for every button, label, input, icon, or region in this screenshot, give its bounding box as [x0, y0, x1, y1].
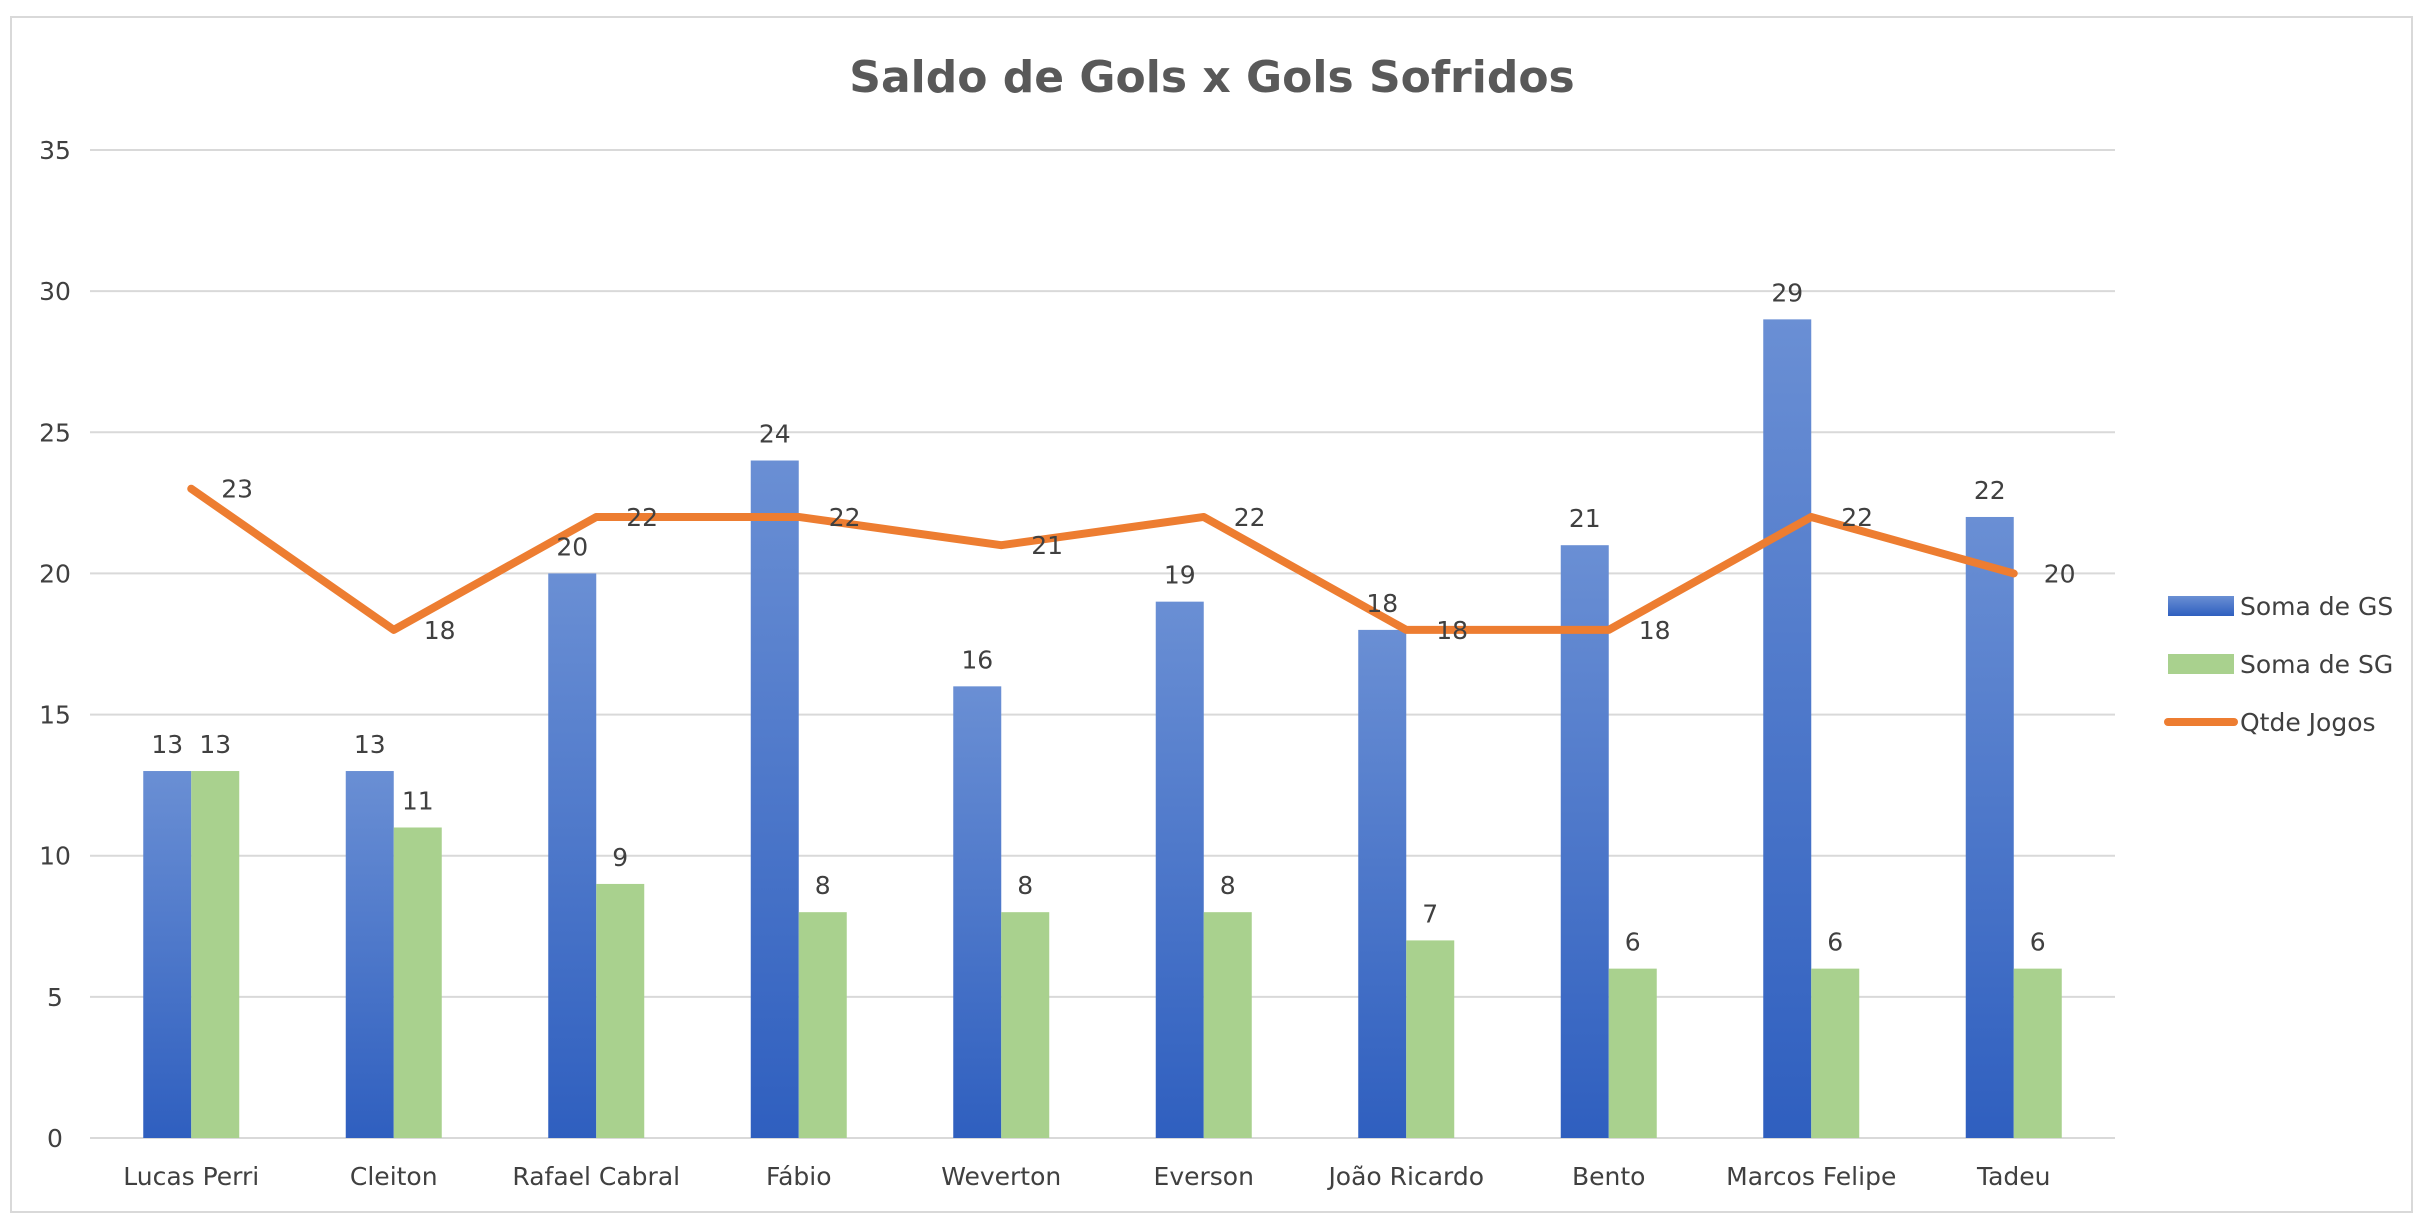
line-data-label: 23 — [221, 475, 253, 504]
bar-soma-de-sg — [1406, 940, 1455, 1138]
legend-label: Soma de SG — [2240, 650, 2393, 679]
bar-soma-de-gs — [1560, 545, 1609, 1138]
x-tick-label: Cleiton — [350, 1162, 438, 1191]
legend-swatch — [2168, 654, 2234, 674]
line-data-label: 22 — [1841, 503, 1873, 532]
bar-soma-de-sg — [1001, 912, 1050, 1138]
data-label: 6 — [1625, 928, 1641, 957]
data-label: 16 — [961, 645, 993, 674]
data-label: 24 — [759, 420, 791, 449]
y-tick-label: 5 — [47, 983, 63, 1012]
legend-label: Qtde Jogos — [2240, 708, 2376, 737]
line-data-label: 18 — [1436, 616, 1468, 645]
line-qtde-jogos — [187, 484, 2018, 634]
bar-soma-de-sg — [1608, 968, 1657, 1138]
data-label: 21 — [1569, 504, 1601, 533]
bar-soma-de-gs — [1358, 629, 1407, 1138]
legend: Soma de GS Soma de SG Qtde Jogos — [2164, 592, 2393, 737]
data-label: 9 — [612, 843, 628, 872]
data-label: 13 — [151, 730, 183, 759]
line-data-label: 22 — [1234, 503, 1266, 532]
data-label: 6 — [2030, 928, 2046, 957]
bar-soma-de-sg — [393, 827, 442, 1138]
bars — [143, 319, 2062, 1138]
line-series — [187, 484, 2018, 634]
bar-soma-de-sg — [798, 912, 847, 1138]
bar-soma-de-gs — [548, 573, 597, 1138]
legend-swatch — [2168, 596, 2234, 616]
data-label: 11 — [402, 786, 434, 815]
x-tick-label: Marcos Felipe — [1726, 1162, 1896, 1191]
data-label: 13 — [199, 730, 231, 759]
y-tick-label: 35 — [39, 136, 71, 165]
legend-label: Soma de GS — [2240, 592, 2393, 621]
bar-soma-de-gs — [1763, 319, 1812, 1138]
data-label: 13 — [354, 730, 386, 759]
data-label: 8 — [815, 871, 831, 900]
bar-soma-de-gs — [143, 771, 192, 1138]
x-tick-label: Weverton — [941, 1162, 1061, 1191]
y-tick-label: 30 — [39, 277, 71, 306]
bar-soma-de-sg — [1811, 968, 1860, 1138]
data-label: 29 — [1771, 278, 1803, 307]
x-tick-label: João Ricardo — [1326, 1162, 1484, 1191]
chart-title: Saldo de Gols x Gols Sofridos — [849, 52, 1574, 103]
y-tick-label: 20 — [39, 559, 71, 588]
bar-soma-de-sg — [2013, 968, 2062, 1138]
data-label: 6 — [1827, 928, 1843, 957]
bar-soma-de-gs — [750, 460, 799, 1138]
bar-soma-de-sg — [1203, 912, 1252, 1138]
x-axis-ticks: Lucas Perri Cleiton Rafael Cabral Fábio Weve… — [123, 1162, 2050, 1191]
y-tick-label: 0 — [47, 1124, 63, 1153]
x-tick-label: Bento — [1572, 1162, 1645, 1191]
line-data-label: 20 — [2044, 559, 2076, 588]
data-label: 20 — [556, 532, 588, 561]
data-label: 7 — [1422, 899, 1438, 928]
data-label: 22 — [1974, 476, 2006, 505]
bar-soma-de-gs — [1965, 516, 2014, 1138]
bar-soma-de-sg — [191, 771, 240, 1138]
bar-soma-de-gs — [953, 686, 1002, 1138]
bar-soma-de-gs — [345, 771, 394, 1138]
line-data-label: 22 — [626, 503, 658, 532]
line-data-label: 21 — [1031, 531, 1063, 560]
x-tick-label: Lucas Perri — [123, 1162, 259, 1191]
y-tick-label: 25 — [39, 418, 71, 447]
line-data-label: 18 — [424, 616, 456, 645]
bar-soma-de-sg — [596, 883, 645, 1138]
x-tick-label: Tadeu — [1976, 1162, 2051, 1191]
x-tick-label: Everson — [1154, 1162, 1254, 1191]
data-label: 19 — [1164, 561, 1196, 590]
x-tick-label: Rafael Cabral — [512, 1162, 680, 1191]
y-tick-label: 10 — [39, 842, 71, 871]
x-tick-label: Fábio — [766, 1162, 832, 1191]
line-data-label: 22 — [829, 503, 861, 532]
bar-soma-de-gs — [1155, 601, 1204, 1138]
data-label: 8 — [1220, 871, 1236, 900]
line-data-label: 18 — [1639, 616, 1671, 645]
data-label: 8 — [1017, 871, 1033, 900]
y-axis-ticks: 0 5 10 15 20 25 30 35 — [39, 136, 71, 1153]
y-tick-label: 15 — [39, 701, 71, 730]
data-labels: 13 13 20 24 16 19 18 21 29 22 13 11 9 8 8 8 7 6 6 6 23 18 22 22… — [151, 278, 2075, 956]
data-label: 18 — [1366, 589, 1398, 618]
